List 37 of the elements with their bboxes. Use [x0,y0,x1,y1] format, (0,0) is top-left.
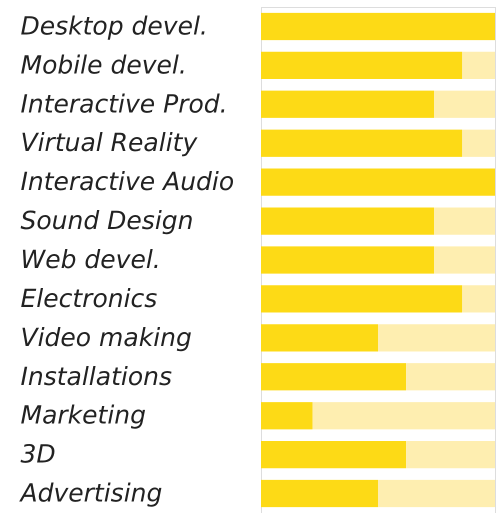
y-tick-label: Video making [20,322,192,352]
bar [462,285,495,313]
bar [434,90,495,118]
y-tick-label: Marketing [20,400,146,430]
bar [378,480,495,508]
bar [261,402,312,430]
bar [406,363,495,390]
bar [312,402,495,430]
bar [434,207,495,235]
y-tick-label: Installations [20,362,172,391]
y-tick-label: Virtual Reality [20,128,198,158]
bar [261,90,434,118]
y-tick-label: Web devel. [20,245,161,274]
bar [261,246,434,274]
bar [261,207,434,235]
bar [434,246,495,274]
y-tick-label: Mobile devel. [20,50,187,80]
y-tick-label: Interactive Audio [20,167,234,196]
bar [261,285,462,313]
bar [261,324,378,352]
y-tick-label: Electronics [20,284,158,313]
bar [261,52,462,80]
y-tick-label: Desktop devel. [20,11,208,40]
bar [261,130,462,157]
bar [462,52,495,80]
y-tick-label: Interactive Prod. [20,89,228,118]
bar [261,12,495,40]
y-tick-label: Advertising [18,478,162,508]
bar [261,168,495,196]
y-tick-label: Sound Design [20,206,194,236]
bar [406,440,495,468]
bar [378,324,495,352]
bar [462,130,495,157]
bar [261,440,406,468]
bar [261,363,406,390]
y-tick-label: 3D [20,440,56,469]
bar [261,480,378,508]
